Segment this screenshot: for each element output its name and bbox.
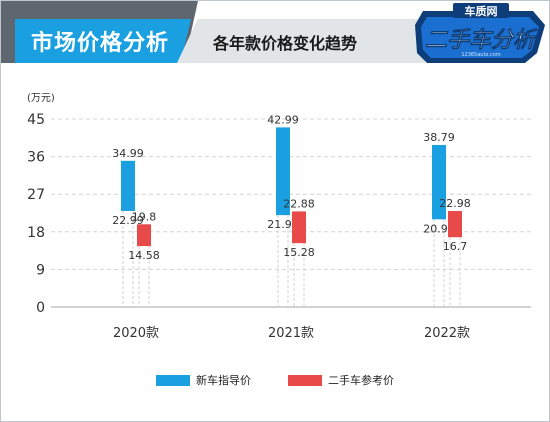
new-car-price-bar: [121, 160, 135, 211]
y-tick-label: 27: [27, 187, 45, 203]
new-car-price-bar: [432, 144, 446, 220]
new-car-price-bar: [276, 127, 290, 216]
bar-high-value-label: 19.8: [132, 210, 157, 223]
logo-brand-text: 车质网: [465, 4, 498, 18]
y-tick-label: 45: [27, 112, 45, 128]
logo-brand-plate: [453, 3, 509, 18]
legend-swatch-new: [156, 375, 190, 386]
page-title: 市场价格分析: [31, 31, 170, 56]
bar-low-value-label: 15.28: [283, 246, 315, 259]
bar-high-value-label: 34.99: [112, 147, 144, 160]
legend-swatch-used: [288, 375, 322, 386]
legend-label-used: 二手车参考价: [328, 374, 394, 387]
header: 市场价格分析 各年款价格变化趋势 车质网 二手车分析 12365auto.com: [1, 1, 549, 69]
logo-url-text: 12365auto.com: [461, 52, 500, 58]
chart-subtitle: 各年款价格变化趋势: [213, 34, 358, 53]
used-car-price-bar: [137, 224, 151, 247]
bar-low-value-label: 22.99: [112, 214, 144, 227]
price-range-chart: (万元) 0 9 18 27 36 45 2020款 2021款 2022款 34.99 22.99 4…: [27, 93, 531, 341]
subtitle-tab: 各年款价格变化趋势: [177, 19, 435, 63]
x-tick-label: 2021款: [268, 326, 314, 341]
y-tick-label: 36: [27, 150, 45, 166]
y-axis-unit-label: (万元): [27, 93, 55, 104]
logo-name-text: 二手车分析: [425, 27, 538, 53]
legend: 新车指导价 二手车参考价: [1, 371, 549, 391]
bar-high-value-label: 22.88: [283, 197, 315, 210]
y-tick-label: 0: [36, 300, 45, 316]
used-car-price-bar: [292, 211, 306, 244]
bar-high-value-label: 42.99: [267, 113, 299, 126]
x-tick-label: 2020款: [113, 326, 159, 341]
y-tick-label: 18: [27, 225, 45, 241]
bar-low-value-label: 20.99: [423, 222, 455, 235]
bar-low-value-label: 21.99: [267, 218, 299, 231]
bar-low-value-label: 16.7: [443, 240, 468, 253]
used-car-price-bar: [448, 210, 462, 238]
y-tick-label: 9: [36, 262, 45, 278]
bar-high-value-label: 38.79: [423, 131, 455, 144]
legend-label-new: 新车指导价: [196, 374, 251, 387]
brand-logo: 车质网 二手车分析 12365auto.com: [415, 3, 545, 63]
bar-low-value-label: 14.58: [128, 249, 160, 262]
bar-high-value-label: 22.98: [439, 197, 471, 210]
title-tab: 市场价格分析: [15, 19, 191, 63]
x-tick-label: 2022款: [424, 326, 470, 341]
logo-shield-inner: [421, 17, 539, 58]
